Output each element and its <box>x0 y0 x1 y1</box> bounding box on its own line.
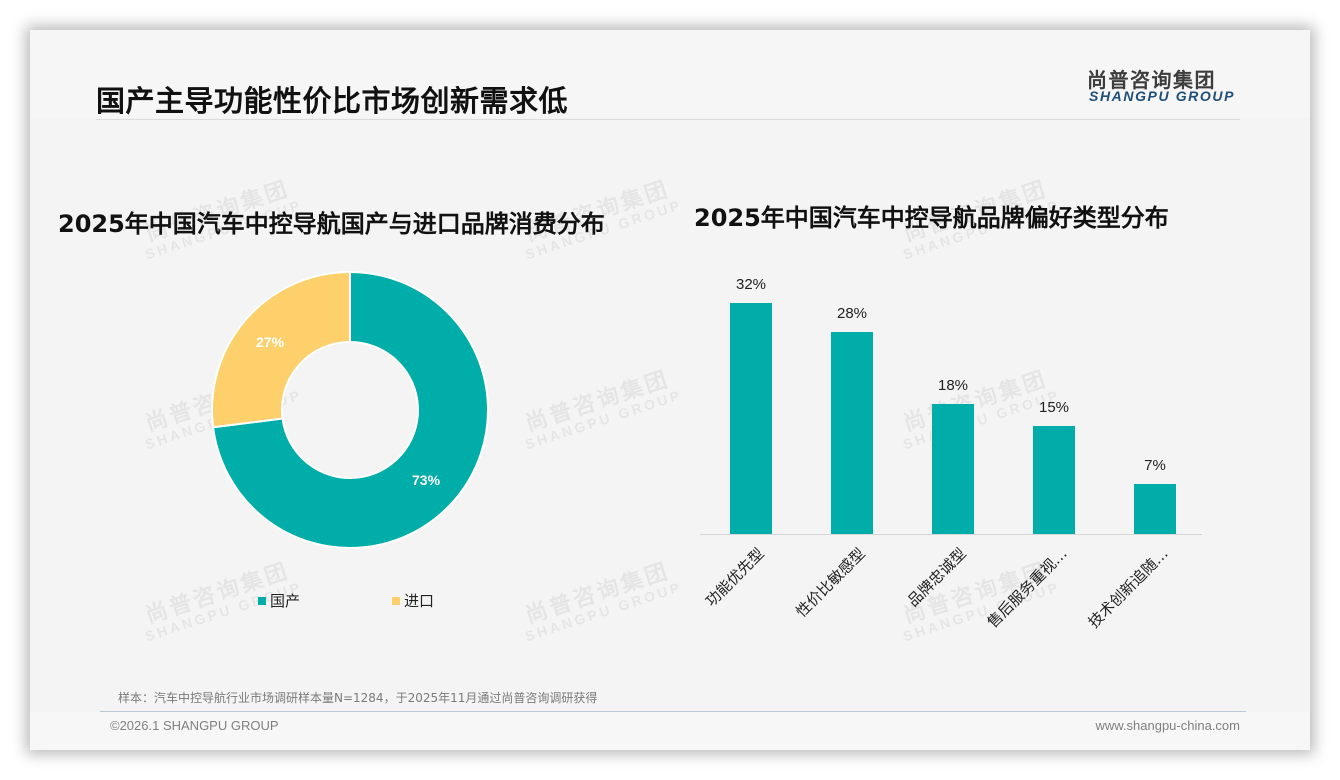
donut-chart-title: 2025年中国汽车中控导航国产与进口品牌消费分布 <box>58 210 605 238</box>
category-label: 功能优先型 <box>701 544 768 611</box>
sample-note: 样本：汽车中控导航行业市场调研样本量N=1284，于2025年11月通过尚普咨询… <box>118 691 598 705</box>
bar-chart: 32% 28% 18% 15% 7% 功能优先型 性价比敏感型 品牌忠诚型 售后… <box>700 270 1220 670</box>
legend-item-imported: 进口 <box>392 590 434 611</box>
bar-value: 7% <box>1144 457 1166 474</box>
copyright: ©2026.1 SHANGPU GROUP <box>110 718 279 733</box>
donut-label-imported: 27% <box>256 334 285 350</box>
page-title: 国产主导功能性价比市场创新需求低 <box>96 84 569 118</box>
website-link[interactable]: www.shangpu-china.com <box>1095 718 1240 733</box>
donut-label-domestic: 73% <box>412 472 441 488</box>
category-label: 性价比敏感型 <box>792 544 869 621</box>
header-band <box>30 30 1310 118</box>
donut-segment-domestic[interactable] <box>211 270 489 549</box>
category-label: 品牌忠诚型 <box>903 544 970 611</box>
category-label: 技术创新追随… <box>1084 544 1172 632</box>
logo-english: SHANGPU GROUP <box>1089 88 1236 104</box>
bar-value: 18% <box>937 377 969 394</box>
legend-swatch-teal <box>258 596 266 605</box>
bar-value-sensitive[interactable] <box>831 332 873 534</box>
bar-function-first[interactable] <box>730 303 772 534</box>
bar-value: 28% <box>836 305 868 322</box>
donut-svg <box>211 270 489 549</box>
legend-label: 进口 <box>404 592 435 610</box>
title-divider <box>96 119 1240 120</box>
donut-chart: 27% 73% <box>210 270 490 550</box>
bar-value: 32% <box>735 276 767 293</box>
category-label: 售后服务重视… <box>983 544 1071 632</box>
legend-label: 国产 <box>270 592 301 610</box>
bar-after-sales[interactable] <box>1033 426 1075 534</box>
bar-tech-follower[interactable] <box>1134 484 1176 534</box>
x-axis-line <box>700 534 1202 535</box>
footer-band <box>30 712 1310 750</box>
donut-segment-imported[interactable] <box>211 270 351 429</box>
logo-chinese: 尚普咨询集团 <box>1087 68 1216 92</box>
bar-chart-title: 2025年中国汽车中控导航品牌偏好类型分布 <box>694 204 1169 232</box>
legend-item-domestic: 国产 <box>258 590 300 611</box>
footer-divider <box>100 711 1246 712</box>
bar-value: 15% <box>1038 399 1070 416</box>
slide: 尚普咨询集团 SHANGPU GROUP 尚普咨询集团 SHANGPU GROUP … <box>30 30 1310 750</box>
legend-swatch-yellow <box>392 596 400 605</box>
bar-brand-loyal[interactable] <box>932 404 974 534</box>
